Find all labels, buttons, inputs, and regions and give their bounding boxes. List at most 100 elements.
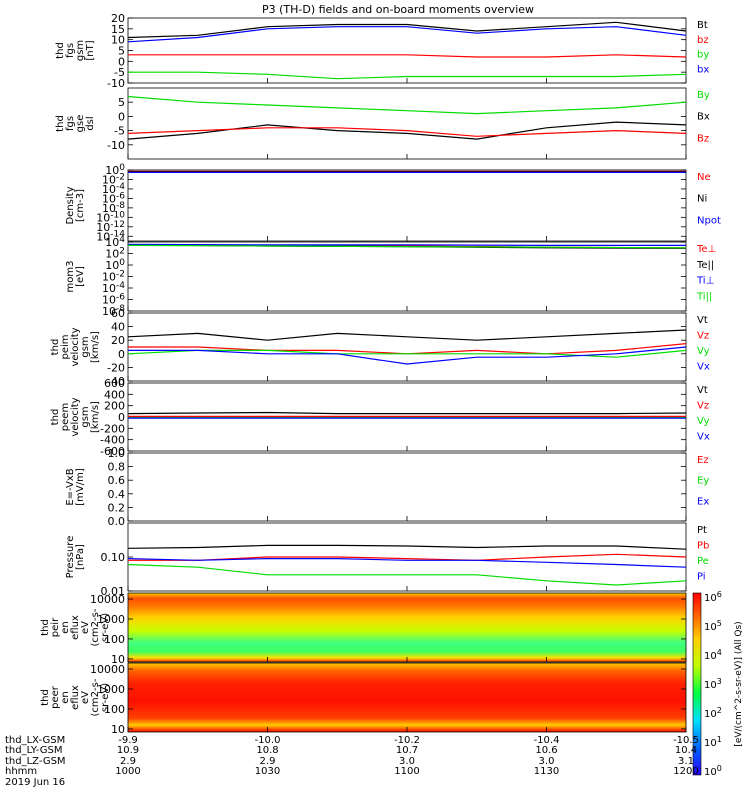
colorbar-tick-label: 104 (704, 648, 722, 662)
series-line-pe (127, 563, 687, 586)
y-tick-label: 0 (118, 411, 125, 424)
y-axis-label: peir (50, 617, 61, 637)
legend-entry: Pt (697, 525, 707, 536)
legend-entry: Ne (697, 172, 711, 183)
legend-entry: Pb (697, 541, 709, 552)
spectrogram (128, 593, 686, 662)
y-axis-label: fgs (65, 43, 76, 58)
y-axis-label: (cm2-s- (90, 608, 101, 646)
y-tick-label: 100 (104, 703, 125, 716)
panel-7: 1.00.80.60.40.20.0 E=-VxB [mV/m] Ez Ey Ex (65, 447, 709, 528)
legend-entry: Pe (697, 556, 709, 567)
footer-value: -10.0 (255, 735, 281, 746)
footer-value: 1030 (255, 766, 280, 777)
legend-entry: Vt (697, 315, 708, 326)
series-line-by (127, 95, 687, 115)
footer-date: 2019 Jun 16 (5, 777, 65, 788)
footer-value: -9.9 (118, 735, 138, 746)
footer-value: 10.7 (396, 745, 418, 756)
y-axis-label: thd (55, 42, 66, 59)
y-tick-label: 10 (111, 34, 125, 47)
y-tick-label: -5 (114, 125, 125, 138)
spectrogram (128, 663, 686, 732)
y-axis-label: [eV] (75, 266, 86, 287)
y-axis-label: [cm-3] (75, 189, 86, 222)
y-tick-label: 10-12 (96, 220, 125, 234)
panel-9: 10000 1000 100 10 thd peir en eflux eV (cm2-s-sr-… (40, 592, 687, 666)
y-axis-label: mom3 (65, 261, 76, 293)
y-tick-label: -10 (107, 139, 125, 152)
y-axis-label: [km/s] (90, 331, 101, 363)
y-axis-label: thd (40, 689, 51, 706)
footer-value: 2.9 (260, 756, 276, 767)
footer-value: 3.0 (399, 756, 415, 767)
colorbar-tick-label: 106 (704, 590, 722, 604)
y-axis-label: thd (50, 339, 61, 356)
y-tick-label: 100 (105, 258, 125, 272)
y-tick-label: -400 (100, 434, 125, 447)
y-axis-label: [km/s] (90, 401, 101, 433)
y-tick-label: 10-6 (102, 191, 125, 205)
colorbar-gradient (692, 592, 702, 776)
y-axis-label: thd (50, 409, 61, 426)
y-axis-label: sr-eV) (100, 613, 111, 642)
y-axis-label: gse (75, 115, 86, 133)
panel-frame (127, 241, 687, 312)
y-axis-label: thd (55, 115, 66, 132)
y-tick-label: -40 (107, 375, 125, 388)
series-line-bx (127, 121, 687, 140)
y-tick-label: -10 (107, 77, 125, 90)
y-tick-label: -20 (107, 361, 125, 374)
y-tick-label: 10 (111, 723, 125, 736)
y-tick-label: 0.4 (108, 488, 126, 501)
y-tick-label: 0 (118, 55, 125, 68)
y-tick-label: 10-8 (102, 201, 125, 215)
footer-value: 3.0 (539, 756, 555, 767)
y-axis-label: [mV/m] (75, 468, 86, 506)
legend-entry: Vy (697, 346, 710, 357)
legend-entry: Te|| (696, 260, 714, 271)
legend-entry: Vx (697, 362, 710, 373)
y-axis-label: gsm (80, 406, 91, 427)
legend-entry: Ex (697, 496, 709, 507)
colorbar-tick-label: 100 (704, 764, 722, 778)
legend-entry: Ey (697, 476, 709, 487)
y-tick-label: 400 (104, 388, 125, 401)
panel-frame (127, 169, 687, 242)
series-line-ti (127, 243, 686, 246)
series-line-bt (127, 21, 687, 39)
panel-10: 10000 1000 100 10 thd peer en eflux eV (cm2-s-sr-… (40, 662, 687, 736)
y-axis-label: gsm (75, 40, 86, 61)
colorbar-tick-label: 105 (704, 619, 722, 633)
y-tick-label: -600 (100, 445, 125, 458)
y-axis-label: E=-VxB (65, 468, 76, 505)
y-axis-label: Density (65, 186, 76, 224)
y-tick-label: 102 (105, 247, 125, 261)
series-line-bx (127, 26, 687, 43)
y-tick-label: 10-4 (102, 182, 125, 196)
footer-value: 1130 (534, 766, 559, 777)
footer-value: 10.4 (675, 745, 697, 756)
y-axis-label: thd (40, 619, 51, 636)
footer-row-label: thd_LY-GSM (5, 745, 62, 756)
y-tick-label: 15 (111, 23, 125, 36)
series-line-vz (128, 343, 687, 355)
legend-entry: Npot (697, 215, 721, 226)
y-axis-label: Pressure (65, 536, 76, 579)
series-line-vy (127, 349, 687, 358)
y-tick-label: 0.10 (101, 551, 126, 564)
y-axis-label: peem (60, 403, 71, 431)
y-tick-label: 10-6 (102, 293, 125, 307)
panel-frame (127, 17, 687, 84)
footer-row-label: hhmm (5, 766, 37, 777)
y-tick-label: 10-2 (102, 270, 125, 284)
y-tick-label: 10 (111, 653, 125, 666)
legend-entry: Bz (697, 133, 709, 144)
legend-entry: Ez (697, 455, 709, 466)
y-axis-label: eV (80, 621, 91, 634)
legend-entry: Ni (697, 194, 707, 205)
